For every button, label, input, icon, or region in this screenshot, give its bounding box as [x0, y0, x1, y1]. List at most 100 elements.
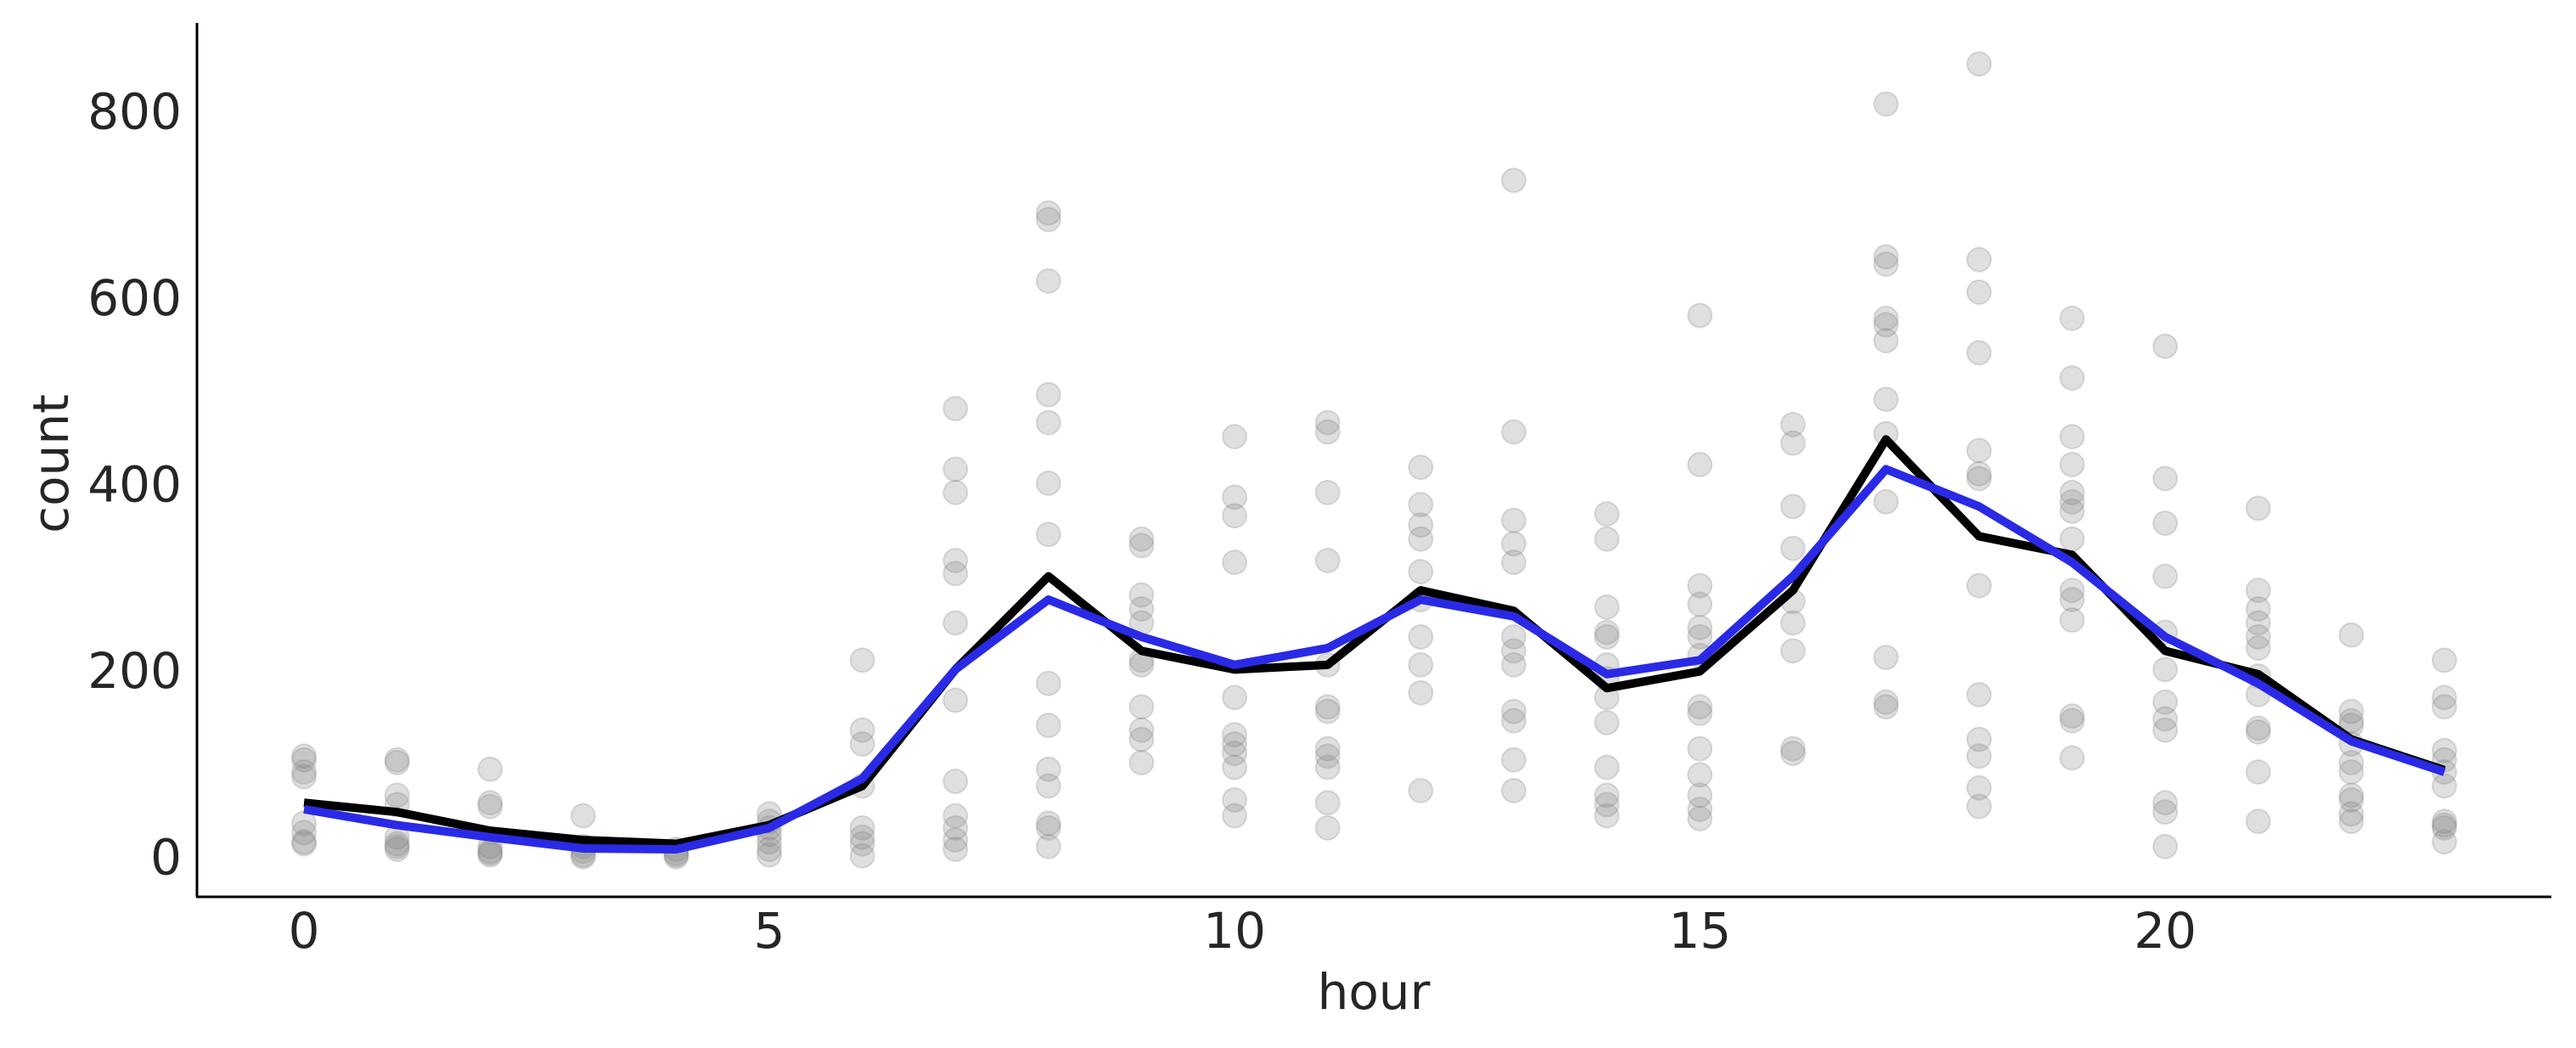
data-point [1128, 726, 1155, 752]
data-point [849, 831, 875, 857]
data-point [2152, 833, 2179, 859]
data-point [1687, 451, 1713, 477]
data-point [2059, 305, 2085, 331]
data-point [1222, 424, 1248, 450]
data-point [2059, 364, 2085, 391]
data-point [1408, 679, 1434, 706]
data-point [1687, 700, 1713, 726]
data-point [1500, 167, 1527, 194]
data-point [2152, 717, 2179, 743]
data-point [1408, 623, 1434, 650]
data-point [1500, 419, 1527, 445]
data-point [1500, 777, 1527, 803]
data-point [1966, 465, 1992, 492]
data-point [477, 790, 503, 816]
data-point [1687, 614, 1713, 640]
data-point [2245, 495, 2271, 521]
data-point [1222, 803, 1248, 829]
data-point [942, 547, 969, 573]
line [303, 465, 2446, 854]
data-point [1128, 582, 1155, 608]
data-point [1035, 810, 1061, 837]
data-point [2338, 809, 2365, 835]
data-point [1222, 484, 1248, 510]
data-point [942, 803, 969, 829]
data-point [1035, 409, 1061, 436]
data-point [291, 747, 318, 773]
data-point [756, 837, 783, 863]
data-point [1128, 717, 1155, 743]
data-point [2431, 814, 2457, 841]
data-point [291, 743, 318, 769]
x-axis-label: hour [1318, 963, 1431, 1021]
data-point [1873, 312, 1899, 338]
data-point [1128, 532, 1155, 559]
data-point [942, 687, 969, 713]
data-point [1780, 610, 1806, 636]
data-point [1128, 750, 1155, 776]
data-point [942, 396, 969, 422]
data-point [1035, 200, 1061, 226]
data-point [2059, 479, 2085, 505]
data-point [1128, 694, 1155, 720]
data-point [1594, 501, 1620, 527]
data-point [1687, 762, 1713, 788]
data-point [1873, 645, 1899, 671]
x-tick-label: 5 [754, 902, 785, 960]
data-point [2059, 703, 2085, 730]
data-point [291, 831, 318, 857]
data-point [1780, 493, 1806, 520]
data-point [2059, 587, 2085, 613]
data-point [2431, 773, 2457, 799]
data-point [1222, 722, 1248, 748]
data-point [2338, 782, 2365, 809]
data-point [1966, 51, 1992, 77]
y-tick-label: 200 [87, 642, 182, 700]
y-tick-label: 600 [87, 269, 182, 327]
data-point [1035, 521, 1061, 548]
data-point [2338, 707, 2365, 734]
y-tick-label: 0 [150, 828, 182, 886]
data-point [2152, 706, 2179, 732]
data-point [1687, 796, 1713, 822]
data-point [1687, 735, 1713, 762]
data-point [2152, 563, 2179, 589]
data-point [1222, 685, 1248, 711]
data-point [2431, 647, 2457, 673]
data-point [2338, 759, 2365, 785]
data-point [1222, 754, 1248, 780]
data-point [1408, 777, 1434, 803]
data-point [2245, 718, 2271, 745]
data-point [1594, 526, 1620, 552]
data-point [1500, 707, 1527, 734]
data-point [1594, 623, 1620, 650]
data-point [2431, 829, 2457, 855]
x-tick-label: 0 [289, 902, 320, 960]
data-point [1594, 619, 1620, 645]
data-point [849, 647, 875, 673]
data-point [1966, 340, 1992, 366]
data-point [2059, 707, 2085, 734]
data-point [1966, 572, 1992, 599]
data-point [1314, 547, 1341, 573]
data-point [1035, 756, 1061, 782]
data-point [2152, 465, 2179, 492]
data-point [2338, 750, 2365, 776]
data-point [1222, 549, 1248, 576]
data-point [1687, 623, 1713, 650]
data-point [2245, 610, 2271, 636]
data-point [1035, 381, 1061, 408]
data-point [2059, 498, 2085, 524]
data-point [2338, 622, 2365, 648]
data-point [1687, 694, 1713, 720]
data-point [1035, 773, 1061, 799]
y-tick-label: 400 [87, 456, 182, 514]
data-point [1687, 572, 1713, 599]
data-point [2059, 451, 2085, 477]
data-point [1873, 488, 1899, 515]
data-point [1873, 305, 1899, 331]
data-point [1408, 559, 1434, 585]
data-point [384, 782, 410, 809]
data-point [1780, 430, 1806, 456]
data-point [1873, 244, 1899, 270]
